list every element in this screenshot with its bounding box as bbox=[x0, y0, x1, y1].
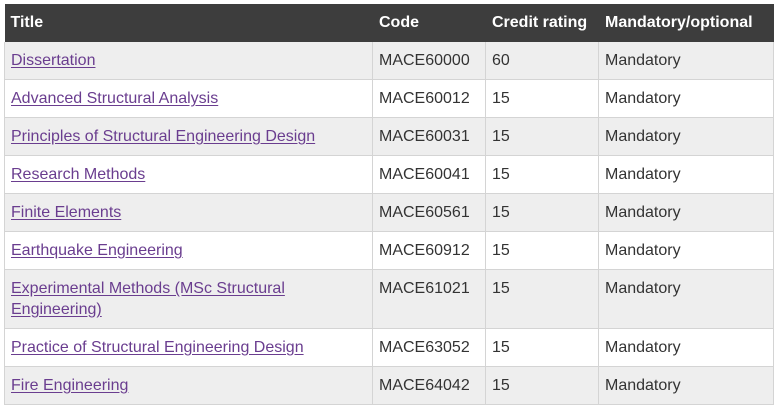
table-row: Fire Engineering MACE64042 15 Mandatory bbox=[4, 366, 774, 405]
code-cell: MACE60000 bbox=[372, 42, 486, 80]
status-cell: Mandatory bbox=[598, 366, 774, 405]
course-unit-link[interactable]: Experimental Methods (MSc Structural Eng… bbox=[11, 280, 285, 318]
credit-cell: 15 bbox=[485, 155, 599, 194]
status-cell: Mandatory bbox=[598, 328, 774, 367]
title-cell: Fire Engineering bbox=[4, 366, 373, 405]
status-cell: Mandatory bbox=[598, 42, 774, 80]
status-cell: Mandatory bbox=[598, 155, 774, 194]
credit-cell: 15 bbox=[485, 79, 599, 118]
status-cell: Mandatory bbox=[598, 117, 774, 156]
code-cell: MACE63052 bbox=[372, 328, 486, 367]
course-unit-link[interactable]: Advanced Structural Analysis bbox=[11, 90, 219, 107]
code-cell: MACE61021 bbox=[372, 269, 486, 329]
course-units-table: Title Code Credit rating Mandatory/optio… bbox=[4, 4, 774, 405]
course-unit-link[interactable]: Earthquake Engineering bbox=[11, 242, 183, 259]
title-cell: Practice of Structural Engineering Desig… bbox=[4, 328, 373, 367]
credit-cell: 60 bbox=[485, 42, 599, 80]
header-mandatory-optional: Mandatory/optional bbox=[598, 4, 774, 42]
status-cell: Mandatory bbox=[598, 193, 774, 232]
course-unit-link[interactable]: Principles of Structural Engineering Des… bbox=[11, 128, 316, 145]
table-body: Dissertation MACE60000 60 Mandatory Adva… bbox=[4, 42, 774, 405]
credit-cell: 15 bbox=[485, 117, 599, 156]
title-cell: Finite Elements bbox=[4, 193, 373, 232]
course-unit-link[interactable]: Dissertation bbox=[11, 52, 96, 69]
code-cell: MACE60031 bbox=[372, 117, 486, 156]
title-cell: Principles of Structural Engineering Des… bbox=[4, 117, 373, 156]
course-unit-link[interactable]: Research Methods bbox=[11, 166, 146, 183]
status-cell: Mandatory bbox=[598, 79, 774, 118]
table-row: Research Methods MACE60041 15 Mandatory bbox=[4, 155, 774, 194]
course-units-table-container: Title Code Credit rating Mandatory/optio… bbox=[4, 4, 774, 405]
credit-cell: 15 bbox=[485, 328, 599, 367]
status-cell: Mandatory bbox=[598, 231, 774, 270]
table-row: Finite Elements MACE60561 15 Mandatory bbox=[4, 193, 774, 232]
code-cell: MACE60912 bbox=[372, 231, 486, 270]
code-cell: MACE60041 bbox=[372, 155, 486, 194]
table-row: Earthquake Engineering MACE60912 15 Mand… bbox=[4, 231, 774, 270]
course-unit-link[interactable]: Practice of Structural Engineering Desig… bbox=[11, 339, 304, 356]
table-header: Title Code Credit rating Mandatory/optio… bbox=[4, 4, 774, 42]
credit-cell: 15 bbox=[485, 269, 599, 329]
course-unit-link[interactable]: Fire Engineering bbox=[11, 377, 129, 394]
table-row: Dissertation MACE60000 60 Mandatory bbox=[4, 42, 774, 80]
header-code: Code bbox=[372, 4, 486, 42]
course-unit-link[interactable]: Finite Elements bbox=[11, 204, 122, 221]
credit-cell: 15 bbox=[485, 366, 599, 405]
title-cell: Experimental Methods (MSc Structural Eng… bbox=[4, 269, 373, 329]
table-row: Practice of Structural Engineering Desig… bbox=[4, 328, 774, 367]
header-credit-rating: Credit rating bbox=[485, 4, 599, 42]
table-row: Advanced Structural Analysis MACE60012 1… bbox=[4, 79, 774, 118]
title-cell: Research Methods bbox=[4, 155, 373, 194]
header-title: Title bbox=[4, 4, 373, 42]
title-cell: Advanced Structural Analysis bbox=[4, 79, 373, 118]
code-cell: MACE60561 bbox=[372, 193, 486, 232]
code-cell: MACE60012 bbox=[372, 79, 486, 118]
code-cell: MACE64042 bbox=[372, 366, 486, 405]
credit-cell: 15 bbox=[485, 231, 599, 270]
credit-cell: 15 bbox=[485, 193, 599, 232]
title-cell: Dissertation bbox=[4, 42, 373, 80]
table-row: Experimental Methods (MSc Structural Eng… bbox=[4, 269, 774, 329]
header-row: Title Code Credit rating Mandatory/optio… bbox=[4, 4, 774, 42]
status-cell: Mandatory bbox=[598, 269, 774, 329]
table-row: Principles of Structural Engineering Des… bbox=[4, 117, 774, 156]
title-cell: Earthquake Engineering bbox=[4, 231, 373, 270]
